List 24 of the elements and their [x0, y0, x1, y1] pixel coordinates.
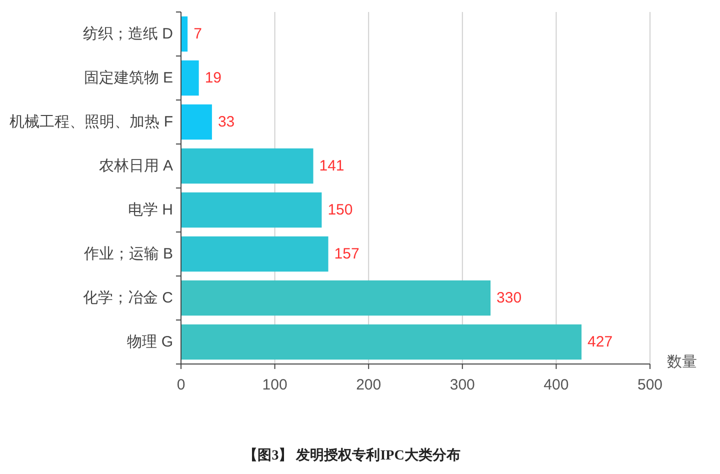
- y-tick-label: 纺织；造纸 D: [83, 26, 174, 42]
- x-tick-label: 500: [637, 376, 663, 394]
- text: 【图3】 发明授权专利IPC大类分布: [244, 446, 460, 464]
- data-label: 141: [319, 158, 344, 174]
- data-label: 150: [328, 202, 353, 218]
- x-tick-label: 0: [176, 376, 186, 394]
- y-tick-label: 化学；冶金 C: [83, 290, 174, 306]
- x-axis-title: 数量: [667, 354, 697, 370]
- y-tick-label: 作业；运输 B: [82, 246, 173, 262]
- y-tick-label: 固定建筑物 E: [84, 70, 173, 86]
- x-tick-label: 100: [262, 376, 288, 394]
- y-tick-label: 农林日用 A: [98, 158, 173, 174]
- data-label: 330: [496, 290, 522, 306]
- data-label: 7: [194, 26, 202, 42]
- data-label: 19: [204, 70, 222, 86]
- y-tick-label: 电学 H: [128, 202, 173, 218]
- data-label: 427: [588, 334, 613, 350]
- y-tick-label: 物理 G: [127, 334, 173, 350]
- y-tick-label: 机械工程、照明、加热 F: [10, 114, 173, 130]
- data-label: 157: [334, 246, 360, 262]
- x-tick-label: 200: [356, 376, 382, 394]
- data-label: 33: [218, 114, 235, 130]
- x-tick-label: 300: [450, 376, 475, 394]
- x-tick-label: 400: [544, 376, 569, 394]
